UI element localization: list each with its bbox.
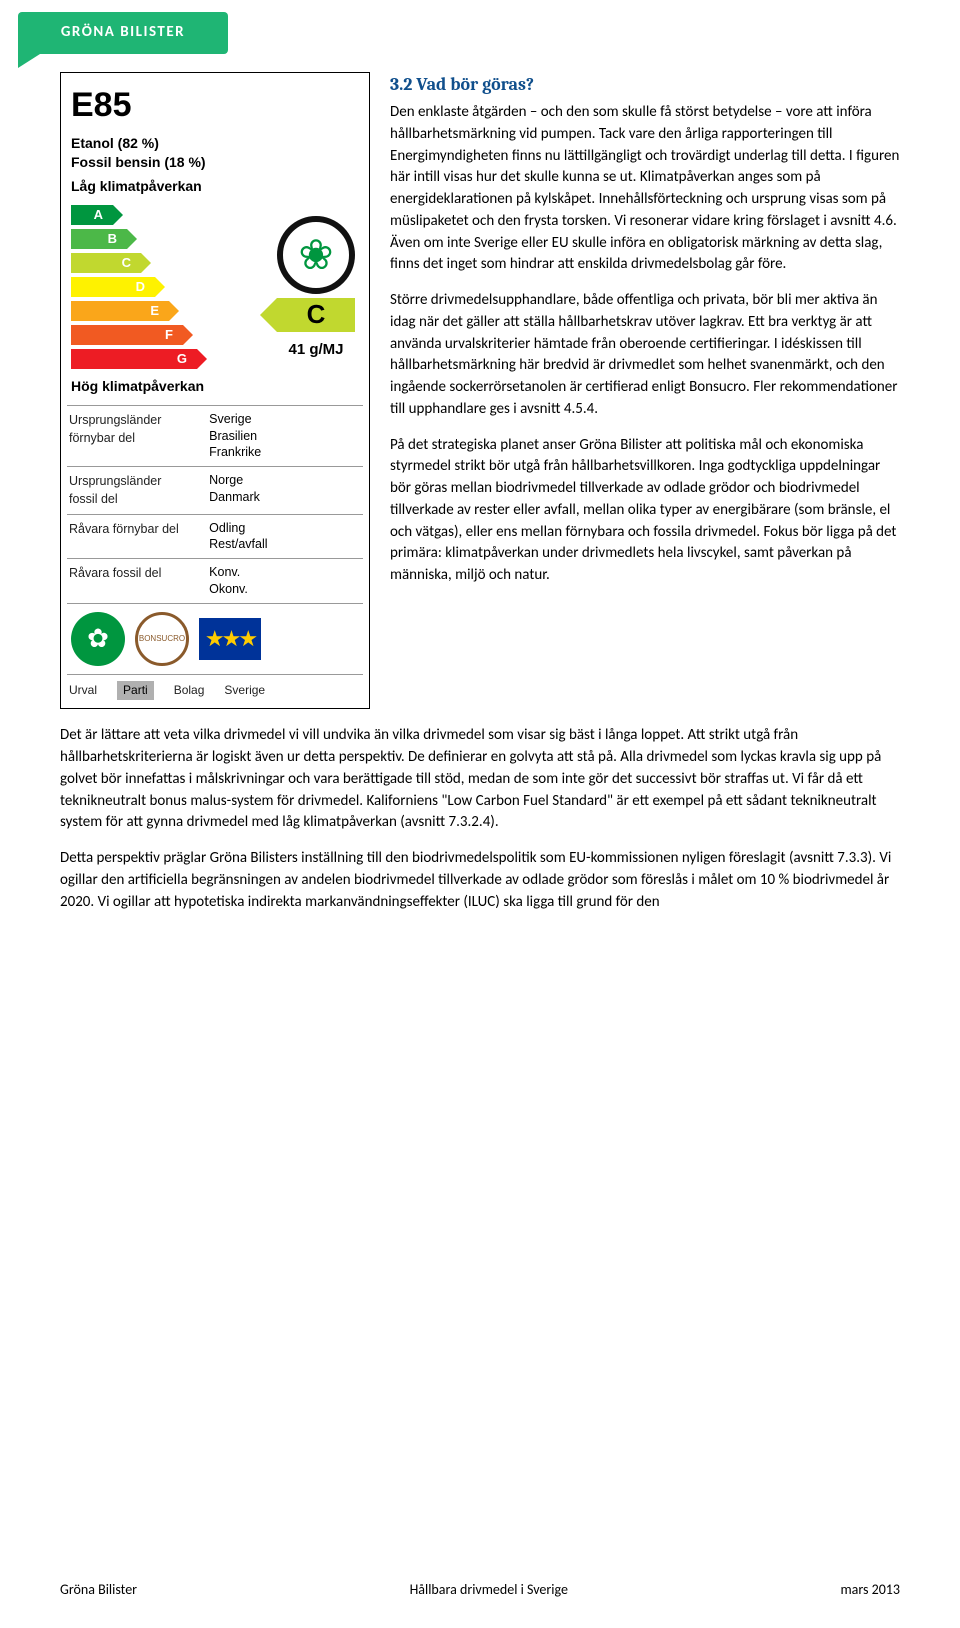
fuel-composition-1: Etanol (82 %) <box>71 134 363 153</box>
nordic-swan-icon: ✿ <box>71 612 125 666</box>
two-column-region: E85 Etanol (82 %) Fossil bensin (18 %) L… <box>60 72 900 709</box>
fuel-composition-2: Fossil bensin (18 %) <box>71 153 363 172</box>
impact-indicator: ❀ C 41 g/MJ <box>277 216 355 361</box>
grade-bar-e: E <box>71 301 169 321</box>
paragraph: Detta perspektiv präglar Gröna Bilisters… <box>60 848 900 913</box>
origin-table: Ursprungsländer förnybar del Sverige Bra… <box>67 405 363 603</box>
certification-row: ✿ BONSUCRO ★★★ <box>67 603 363 674</box>
grade-bar-g: G <box>71 349 197 369</box>
paragraph: På det strategiska planet anser Gröna Bi… <box>390 435 900 587</box>
leaf-rating-icon: ❀ <box>277 216 355 294</box>
high-impact-label: Hög klimatpåverkan <box>71 376 359 396</box>
origin-row: Råvara förnybar del Odling Rest/avfall <box>67 514 363 559</box>
footer-left: Gröna Bilister <box>60 1580 137 1600</box>
origin-row: Ursprungsländer fossil del Norge Danmark <box>67 466 363 513</box>
grade-bars: A B C D E F G <box>71 204 197 372</box>
page-footer: Gröna Bilister Hållbara drivmedel i Sver… <box>60 1580 900 1600</box>
grade-bar-f: F <box>71 325 183 345</box>
logo-banner: GRÖNA BILISTER <box>18 12 228 54</box>
footer-right: mars 2013 <box>840 1580 900 1600</box>
origin-row: Ursprungsländer förnybar del Sverige Bra… <box>67 405 363 467</box>
leaf-icon: ❀ <box>298 234 333 276</box>
selected-grade-badge: C <box>277 298 355 332</box>
energy-value: 41 g/MJ <box>288 339 343 361</box>
grade-bar-d: D <box>71 277 155 297</box>
urval-option: Sverige <box>224 682 265 699</box>
urval-option: Bolag <box>174 682 205 699</box>
grade-bar-b: B <box>71 229 127 249</box>
eu-flag-icon: ★★★ <box>199 618 261 660</box>
energy-label-figure: E85 Etanol (82 %) Fossil bensin (18 %) L… <box>60 72 370 709</box>
urval-label: Urval <box>69 682 97 699</box>
logo-text: GRÖNA BILISTER <box>61 22 185 44</box>
low-impact-label: Låg klimatpåverkan <box>71 176 359 196</box>
grade-bar-c: C <box>71 253 141 273</box>
section-heading: 3.2 Vad bör göras? <box>390 72 900 98</box>
grade-scale-row: A B C D E F G ❀ C 41 g/MJ <box>67 204 363 372</box>
logo-tail-shape <box>18 54 40 68</box>
selection-scope-row: Urval Parti Bolag Sverige <box>67 674 363 702</box>
fuel-code-title: E85 <box>71 81 363 130</box>
paragraph: Större drivmedelsupphandlare, både offen… <box>390 290 900 421</box>
bonsucro-icon: BONSUCRO <box>135 612 189 666</box>
footer-center: Hållbara drivmedel i Sverige <box>410 1580 568 1600</box>
paragraph: Den enklaste åtgärden – och den som skul… <box>390 102 900 276</box>
paragraph: Det är lättare att veta vilka drivmedel … <box>60 725 900 834</box>
page-body: E85 Etanol (82 %) Fossil bensin (18 %) L… <box>0 0 960 977</box>
full-width-text: Det är lättare att veta vilka drivmedel … <box>60 725 900 913</box>
text-column: 3.2 Vad bör göras? Den enklaste åtgärden… <box>390 72 900 709</box>
grade-bar-a: A <box>71 205 113 225</box>
urval-option-selected: Parti <box>117 681 154 700</box>
origin-row: Råvara fossil del Konv. Okonv. <box>67 558 363 603</box>
